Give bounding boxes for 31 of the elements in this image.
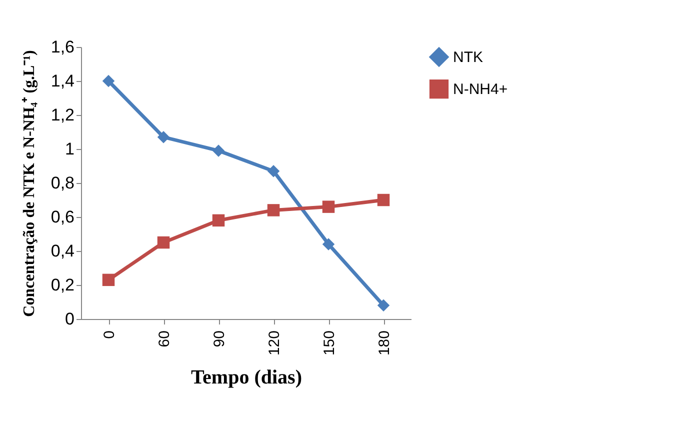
point (157, 130, 170, 144)
point (377, 194, 390, 206)
y-tick-label: 1 (65, 140, 74, 158)
point (322, 200, 335, 213)
x-tick-label: 90 (211, 330, 228, 348)
y-tick-label: 0 (65, 310, 74, 328)
point (102, 274, 115, 286)
point (267, 204, 280, 216)
point (322, 238, 335, 250)
y-tick-label: 0,2 (50, 276, 74, 294)
y-tick-label: 0,8 (50, 174, 74, 192)
x-axis-title: Tempo (dias) (191, 366, 302, 389)
y-axis-title: Concentração de NTK e N-NH₄⁺ (g.L⁻¹) (20, 50, 38, 317)
y-tick-label: 1,4 (50, 72, 74, 90)
x-tick-label: 180 (376, 330, 393, 356)
legend-label: N-NH4+ (453, 81, 508, 98)
point (212, 144, 225, 157)
point (377, 299, 390, 312)
point (212, 214, 225, 227)
x-tick-label: 150 (321, 330, 338, 356)
point (267, 164, 280, 178)
legend-label: NTK (453, 49, 483, 66)
x-tick-label: 120 (266, 330, 283, 356)
x-tick-label: 60 (156, 330, 173, 348)
point (157, 236, 170, 249)
y-tick-label: 0,4 (50, 242, 74, 260)
y-tick-label: 0,6 (50, 208, 74, 226)
x-tick-label: 0 (101, 330, 118, 339)
y-tick-label: 1,6 (50, 38, 74, 56)
point (102, 74, 115, 88)
y-tick-label: 1,2 (50, 106, 74, 124)
